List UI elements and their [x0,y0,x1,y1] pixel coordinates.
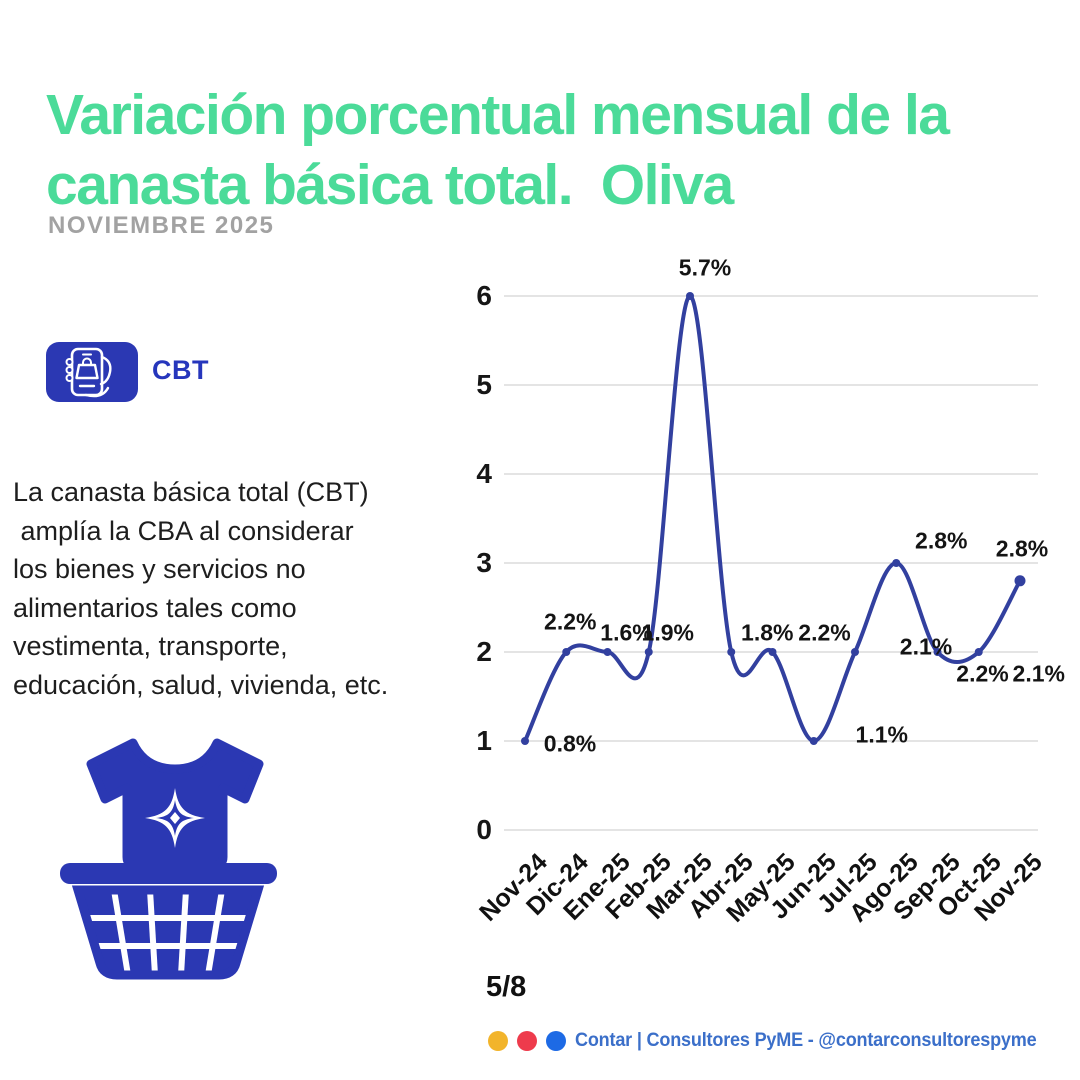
data-label: 2.1% [1012,660,1065,687]
y-axis-tick-label: 3 [476,547,492,578]
y-axis-tick-label: 2 [476,636,492,667]
phone-shopping-icon [46,342,138,402]
tshirt-basket-graphic [60,738,277,980]
data-label: 5.7% [678,254,732,281]
data-label: 2.2% [544,608,597,635]
brand-dot [546,1031,566,1051]
page-title: Variación porcentual mensual de la canas… [46,83,950,218]
y-axis-tick-label: 6 [476,280,492,311]
y-axis-tick-label: 5 [476,369,492,400]
chart-marker [727,648,736,656]
chart-marker [974,648,983,656]
data-label: 0.8% [543,730,597,757]
chart-line [523,293,1022,744]
page-subtitle: NOVIEMBRE 2025 [48,212,275,239]
cbt-label: CBT [152,355,209,385]
y-axis-tick-label: 0 [476,814,492,845]
data-label: 1.9% [641,619,694,646]
y-axis-tick-label: 1 [476,725,492,756]
chart-marker [562,648,571,656]
chart-marker [603,648,612,656]
chart-marker [686,292,694,300]
chart-marker [809,737,818,745]
y-axis-tick-label: 4 [476,458,492,489]
data-label: 1.6% [600,619,653,646]
data-label: 2.2% [798,619,851,646]
chart-marker [892,559,901,567]
brand-dot [488,1031,508,1051]
brand-text: Contar | Consultores PyME - @contarconsu… [575,1030,1037,1051]
data-label: 2.8% [995,535,1049,562]
chart-marker [768,648,777,656]
cbt-description: La canasta básica total (CBT) amplía la … [13,477,389,700]
chart-marker [933,648,942,656]
chart-marker [851,648,859,656]
data-label: 2.2% [956,660,1009,687]
data-label: 1.1% [855,721,908,748]
cbt-badge [46,342,138,407]
brand-bar: Contar | Consultores PyME - @contarconsu… [488,1030,1061,1051]
data-label: 2.8% [915,527,968,554]
data-label: 1.8% [741,619,794,646]
clothing-basket-icon [55,723,295,993]
page-indicator: 5/8 [486,971,527,1003]
chart-marker [521,737,529,745]
chart-marker [1014,575,1026,587]
data-label: 2.1% [899,633,953,660]
brand-dot [517,1031,537,1051]
chart-marker [644,648,653,656]
